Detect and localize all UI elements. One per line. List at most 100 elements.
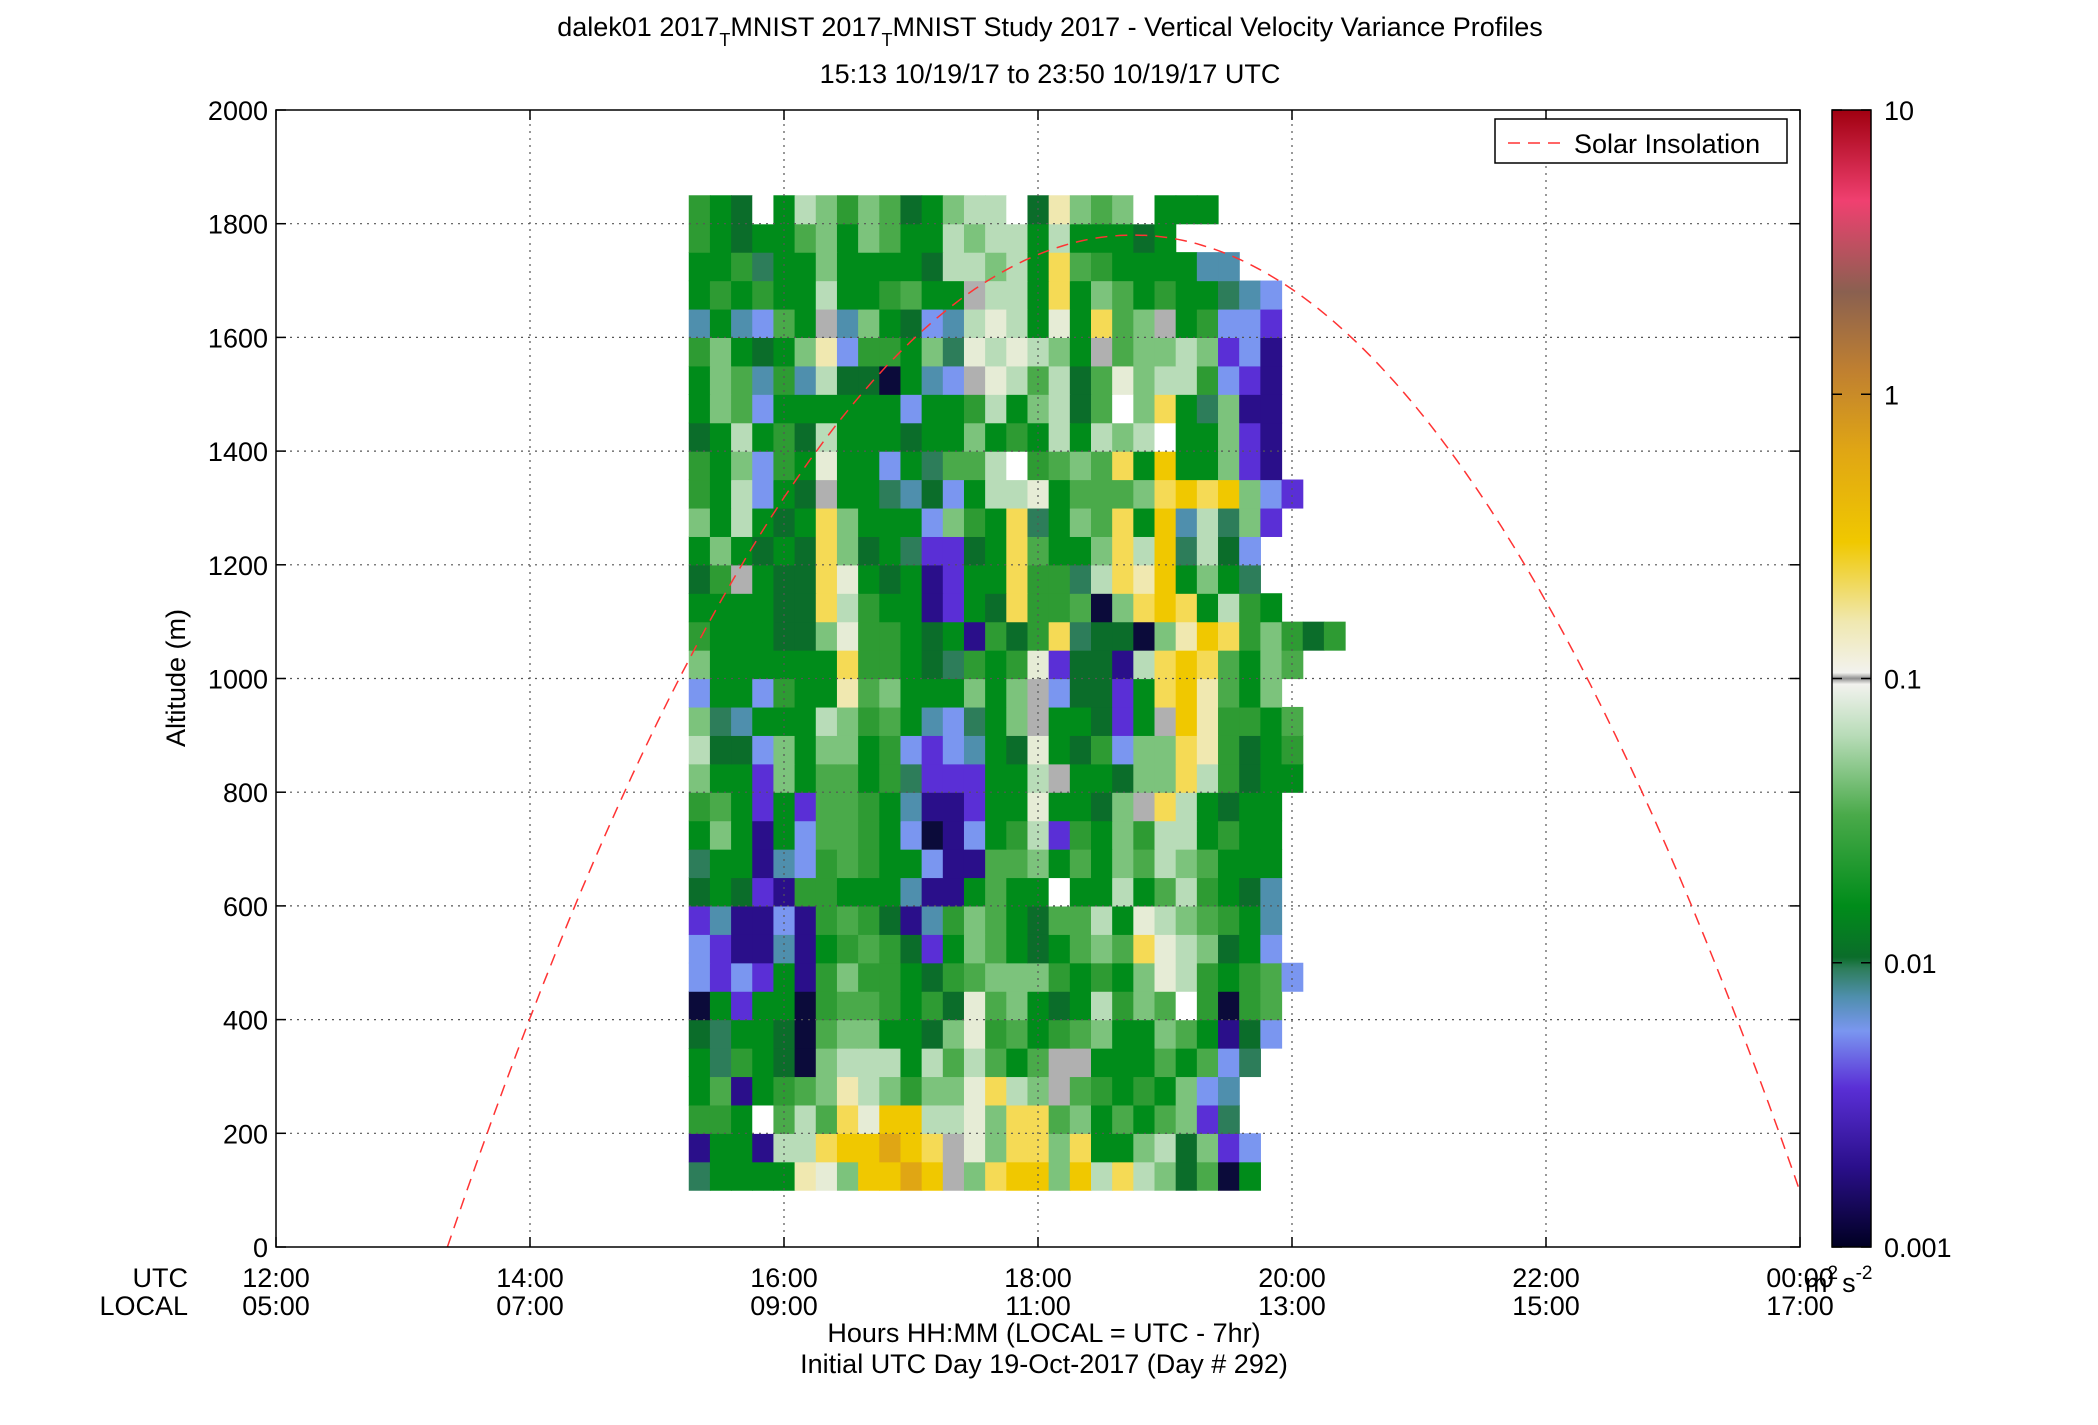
heatmap-cell [709,195,732,225]
colorbar: 10 1 0.1 0.01 0.001 m2 s-2 [1805,96,1952,1298]
heatmap-cell [942,991,965,1021]
heatmap-cell [921,621,944,651]
heatmap-cell [1239,280,1261,310]
heatmap-cell [1196,905,1219,935]
heatmap-cell [794,706,817,736]
heatmap-cell [1260,394,1283,424]
heatmap-cell [794,365,817,395]
heatmap-cell [836,1076,859,1106]
heatmap-cell [858,1104,880,1134]
heatmap-cell [900,678,923,708]
heatmap-cell [1048,451,1071,481]
heatmap-cell [1091,536,1113,566]
heatmap-cell [942,479,965,509]
heatmap-cell [985,422,1007,452]
heatmap-cell [1006,394,1029,424]
heatmap-cell [879,451,902,481]
heatmap-cell [836,195,859,225]
y-tick-label: 1000 [208,665,268,695]
heatmap-cell [963,621,986,651]
heatmap-cell [794,394,817,424]
heatmap-cell [815,849,838,879]
heatmap-cell [794,422,817,452]
heatmap-cell [815,934,838,964]
heatmap-cell [1154,1161,1177,1191]
heatmap-cell [985,849,1007,879]
heatmap-cell [1196,564,1219,594]
heatmap-cell [985,735,1007,765]
heatmap-cell [773,252,796,282]
heatmap-cell [815,1076,838,1106]
heatmap-cell [1154,991,1177,1021]
heatmap-cell [1175,451,1198,481]
heatmap-cell [709,564,732,594]
heatmap-cell [1006,337,1029,367]
heatmap-cell [1133,706,1156,736]
heatmap-cell [794,792,817,822]
heatmap-cell [1196,1104,1219,1134]
heatmap-cell [731,451,753,481]
heatmap-cell [1196,934,1219,964]
heatmap-cell [1091,934,1113,964]
heatmap-cell [1196,536,1219,566]
heatmap-cell [942,536,965,566]
heatmap-cell [1260,877,1283,907]
heatmap-cell [1175,792,1198,822]
heatmap-cell [858,479,880,509]
heatmap-cell [731,1104,753,1134]
heatmap-cell [963,507,986,537]
heatmap-cell [942,422,965,452]
heatmap-cell [688,763,711,793]
heatmap-cell [1260,991,1283,1021]
heatmap-cell [815,792,838,822]
x-tick-label-local: 11:00 [1005,1291,1071,1321]
heatmap-cell [773,1161,796,1191]
heatmap-cell [1112,564,1134,594]
heatmap-cell [1006,621,1029,651]
heatmap-cell [1175,991,1198,1021]
heatmap-cell [858,820,880,850]
heatmap-cell [1175,877,1198,907]
heatmap-cell [1069,308,1092,338]
heatmap-cell [1154,678,1177,708]
heatmap-cell [858,195,880,225]
heatmap-cell [731,962,753,992]
heatmap-cell [1027,877,1050,907]
heatmap-cell [1239,394,1261,424]
heatmap-cell [1218,763,1240,793]
heatmap-cell [1154,905,1177,935]
heatmap-cell [942,1133,965,1163]
heatmap-cell [752,308,775,338]
heatmap-cell [1112,507,1134,537]
heatmap-cell [858,365,880,395]
heatmap-cell [921,820,944,850]
heatmap-cell [1069,991,1092,1021]
heatmap-cell [709,877,732,907]
heatmap-cell [1027,792,1050,822]
heatmap-cell [1175,706,1198,736]
heatmap-cell [1006,763,1029,793]
heatmap-cell [836,735,859,765]
heatmap-cell [1006,195,1029,225]
heatmap-cell [1112,962,1134,992]
heatmap-cell [1260,1019,1283,1049]
heatmap-cell [688,280,711,310]
heatmap-cell [900,1048,923,1078]
y-tick-label: 400 [223,1006,268,1036]
heatmap-cell [794,1104,817,1134]
heatmap-cell [688,905,711,935]
heatmap-cell [1175,763,1198,793]
heatmap-cell [985,252,1007,282]
heatmap-cell [752,905,775,935]
heatmap-cell [879,280,902,310]
y-tick-label: 0 [253,1233,268,1263]
heatmap-cell [879,820,902,850]
heatmap-cell [1112,991,1134,1021]
heatmap-cell [815,564,838,594]
heatmap-cell [1175,962,1198,992]
heatmap-cell [815,706,838,736]
colorbar-tick-label: 10 [1884,96,1914,126]
heatmap-cell [688,650,711,680]
heatmap-cell [688,308,711,338]
heatmap-cell [731,1076,753,1106]
